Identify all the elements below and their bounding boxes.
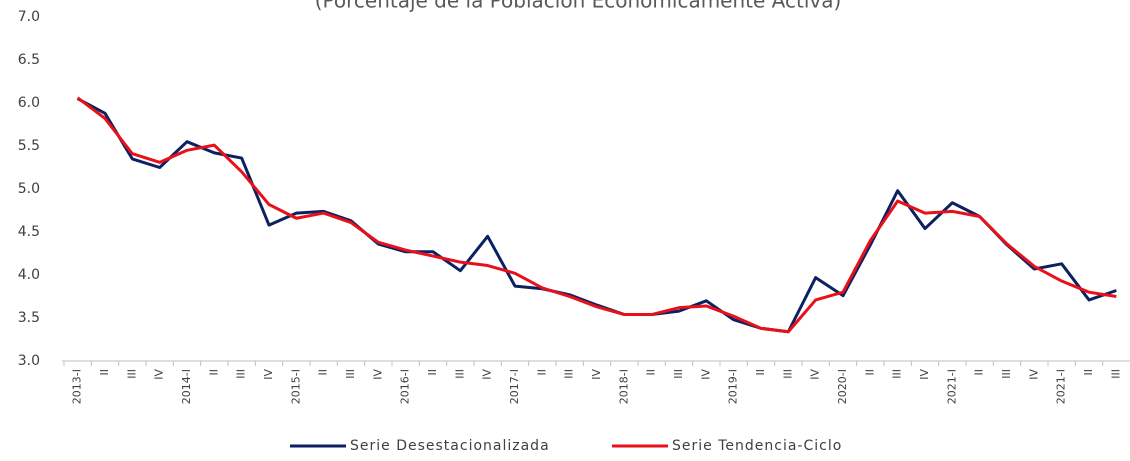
legend-label: Serie Desestacionalizada [350, 438, 550, 454]
x-tick-label: IV [371, 369, 384, 380]
x-tick-label: 2015-I [289, 369, 302, 404]
x-tick-label: II [317, 369, 330, 376]
x-tick-label: III [891, 369, 904, 379]
y-tick-label: 3.0 [18, 353, 40, 369]
x-tick-label: IV [809, 369, 822, 380]
x-tick-label: 2017-I [508, 369, 521, 404]
x-tick-label: 2013-I [71, 369, 84, 404]
x-tick-label: III [781, 369, 794, 379]
x-tick-label: IV [262, 369, 275, 380]
x-tick-label: III [344, 369, 357, 379]
x-tick-label: IV [918, 369, 931, 380]
y-tick-label: 7.0 [18, 9, 40, 25]
x-tick-label: 2021-I [1055, 369, 1068, 404]
x-tick-label: II [645, 369, 658, 376]
x-tick-label: III [672, 369, 685, 379]
y-tick-label: 4.5 [18, 224, 40, 240]
series-line [76, 96, 1117, 334]
y-tick-label: 6.0 [18, 95, 40, 111]
x-tick-label: II [863, 369, 876, 376]
x-tick-label: IV [481, 369, 494, 380]
x-tick-label: IV [153, 369, 166, 380]
x-tick-label: 2016-I [399, 369, 412, 404]
y-tick-label: 5.5 [18, 138, 40, 154]
x-tick-label: III [1000, 369, 1013, 379]
x-tick-label: II [535, 369, 548, 376]
x-tick-label: III [125, 369, 138, 379]
y-tick-label: 4.0 [18, 267, 40, 283]
x-tick-label: II [426, 369, 439, 376]
y-tick-label: 3.5 [18, 310, 40, 326]
x-tick-label: 2019-I [727, 369, 740, 404]
x-tick-label: II [98, 369, 111, 376]
x-tick-label: IV [590, 369, 603, 380]
x-tick-label: II [973, 369, 986, 376]
x-tick-label: III [235, 369, 248, 379]
x-tick-label: II [754, 369, 767, 376]
x-tick-label: 2021-I [945, 369, 958, 404]
series-line [76, 97, 1117, 334]
x-tick-label: II [207, 369, 220, 376]
x-tick-label: III [453, 369, 466, 379]
x-tick-label: IV [699, 369, 712, 380]
x-tick-label: IV [1027, 369, 1040, 380]
x-tick-label: II [1082, 369, 1095, 376]
x-tick-label: III [1109, 369, 1122, 379]
chart-title: (Porcentaje de la Población Económicamen… [315, 0, 842, 13]
x-tick-label: 2020-I [836, 369, 849, 404]
x-tick-label: 2018-I [617, 369, 630, 404]
y-tick-label: 6.5 [18, 52, 40, 68]
legend-label: Serie Tendencia-Ciclo [672, 438, 842, 454]
y-tick-label: 5.0 [18, 181, 40, 197]
x-tick-label: III [563, 369, 576, 379]
x-tick-label: 2014-I [180, 369, 193, 404]
